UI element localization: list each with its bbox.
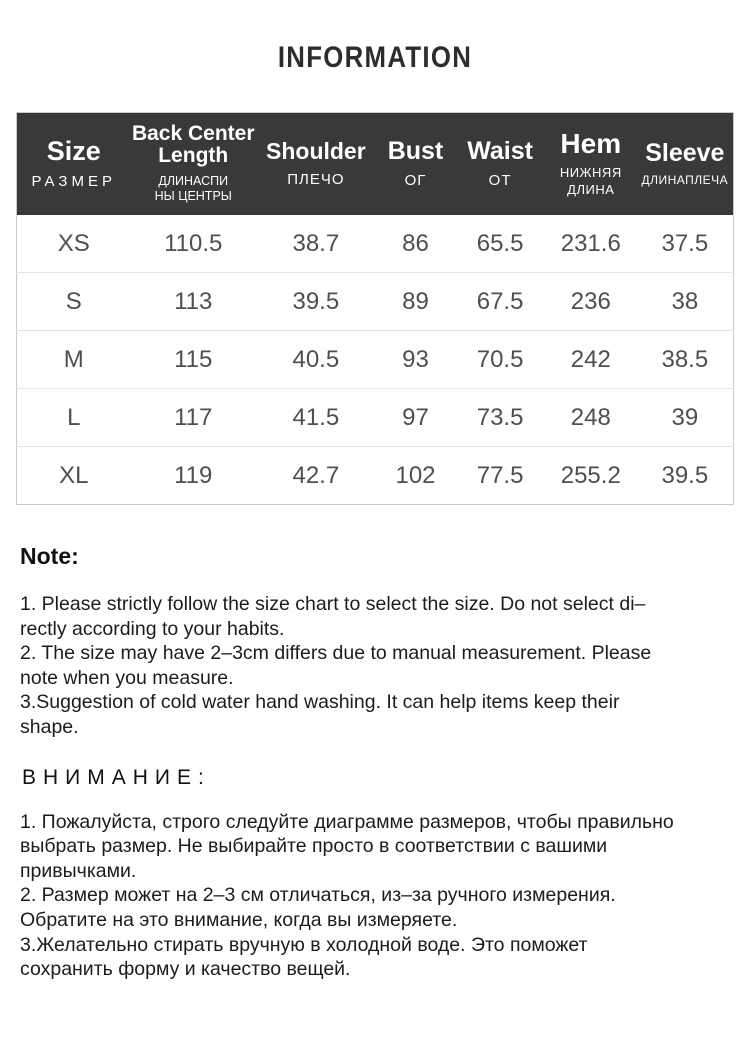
- column-header-back-center-length: Back Center Length ДЛИНАСПИ НЫ ЦЕНТРЫ: [130, 112, 256, 216]
- table-row: S 113 39.5 89 67.5 236 38: [16, 272, 734, 332]
- attention-heading: ВНИМАНИЕ:: [22, 765, 211, 789]
- size-cell: M: [16, 330, 131, 390]
- table-cell: 86: [375, 215, 456, 274]
- table-cell: 231.6: [544, 215, 637, 274]
- table-cell: 236: [544, 272, 637, 332]
- table-cell: 97: [375, 388, 456, 448]
- attention-line: выбрать размер. Не выбирайте просто в со…: [20, 835, 608, 858]
- table-cell: 110.5: [130, 215, 256, 274]
- column-header-shoulder: Shoulder ПЛЕЧО: [255, 112, 376, 216]
- attention-line: 1. Пожалуйста, строго следуйте диаграмме…: [20, 810, 674, 833]
- note-line: 3.Suggestion of cold water hand washing.…: [20, 691, 620, 714]
- table-row: XS 110.5 38.7 86 65.5 231.6 37.5: [16, 215, 734, 274]
- size-cell: L: [16, 388, 131, 448]
- note-heading: Note:: [20, 543, 79, 570]
- attention-line: 3.Желательно стирать вручную в холодной …: [20, 933, 588, 956]
- size-chart-table: Size РАЗМЕР Back Center Length ДЛИНАСПИ …: [16, 112, 734, 506]
- table-cell: 39.5: [255, 272, 376, 332]
- attention-line: сохранить форму и качество вещей.: [20, 958, 351, 981]
- attention-line: привычками.: [20, 859, 137, 882]
- column-label-en: Back Center Length: [131, 122, 255, 168]
- note-line: 1. Please strictly follow the size chart…: [20, 593, 646, 616]
- page-title: INFORMATION: [277, 41, 473, 74]
- table-cell: 38.7: [255, 215, 376, 274]
- table-cell: 67.5: [455, 272, 545, 332]
- attention-line: Обратите на это внимание, когда вы измер…: [20, 909, 458, 932]
- table-row: M 115 40.5 93 70.5 242 38.5: [16, 330, 734, 390]
- table-cell: 40.5: [255, 330, 376, 390]
- column-header-bust: Bust ОГ: [375, 112, 456, 216]
- table-cell: 113: [130, 272, 256, 332]
- table-cell: 38.5: [636, 330, 734, 390]
- note-line: shape.: [20, 716, 79, 739]
- table-cell: 93: [375, 330, 456, 390]
- table-header-row: Size РАЗМЕР Back Center Length ДЛИНАСПИ …: [16, 112, 734, 216]
- table-cell: 65.5: [455, 215, 545, 274]
- table-cell: 89: [375, 272, 456, 332]
- column-label-ru: ОТ: [488, 171, 512, 189]
- column-label-en: Bust: [387, 137, 444, 166]
- column-header-sleeve: Sleeve ДЛИНАПЛЕЧА: [636, 112, 734, 216]
- table-cell: 42.7: [255, 446, 376, 506]
- note-line: note when you measure.: [20, 666, 234, 689]
- column-label-en: Shoulder: [266, 138, 366, 165]
- column-label-en: Sleeve: [645, 138, 725, 167]
- table-row: L 117 41.5 97 73.5 248 39: [16, 388, 734, 448]
- table-cell: 255.2: [544, 446, 637, 506]
- notes-section: Note: 1. Please strictly follow the size…: [20, 543, 730, 982]
- table-cell: 117: [130, 388, 256, 448]
- column-label-en: Waist: [467, 137, 533, 166]
- column-header-waist: Waist ОТ: [455, 112, 545, 216]
- size-info-sheet: INFORMATION Size РАЗМЕР Back Center Leng…: [0, 40, 750, 1040]
- size-cell: XL: [16, 446, 131, 506]
- column-label-ru: ДЛИНАПЛЕЧА: [641, 173, 729, 188]
- size-cell: XS: [16, 215, 131, 274]
- table-cell: 115: [130, 330, 256, 390]
- column-label-ru: ОГ: [404, 171, 427, 189]
- column-label-ru: РАЗМЕР: [31, 172, 116, 190]
- table-cell: 38: [636, 272, 734, 332]
- column-label-ru: ПЛЕЧО: [287, 170, 345, 188]
- table-cell: 37.5: [636, 215, 734, 274]
- column-header-size: Size РАЗМЕР: [16, 112, 131, 216]
- table-cell: 39: [636, 388, 734, 448]
- table-cell: 73.5: [455, 388, 545, 448]
- table-row: XL 119 42.7 102 77.5 255.2 39.5: [16, 446, 734, 506]
- table-cell: 70.5: [455, 330, 545, 390]
- size-cell: S: [16, 272, 131, 332]
- column-label-en: Hem: [560, 128, 622, 160]
- column-label-ru: НИЖНЯЯ ДЛИНА: [559, 165, 622, 197]
- column-label-ru: ДЛИНАСПИ НЫ ЦЕНТРЫ: [154, 174, 232, 204]
- table-cell: 102: [375, 446, 456, 506]
- attention-line: 2. Размер может на 2–3 см отличаться, из…: [20, 884, 616, 907]
- table-cell: 119: [130, 446, 256, 506]
- table-cell: 242: [544, 330, 637, 390]
- note-line: 2. The size may have 2–3cm differs due t…: [20, 642, 652, 665]
- table-cell: 41.5: [255, 388, 376, 448]
- table-cell: 77.5: [455, 446, 545, 506]
- column-label-en: Size: [46, 136, 101, 167]
- note-line: rectly according to your habits.: [20, 617, 285, 640]
- table-cell: 248: [544, 388, 637, 448]
- column-header-hem: Hem НИЖНЯЯ ДЛИНА: [544, 112, 637, 216]
- table-cell: 39.5: [636, 446, 734, 506]
